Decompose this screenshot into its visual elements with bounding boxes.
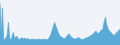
area-line <box>0 3 120 40</box>
plot-area <box>0 3 120 45</box>
area-fill <box>0 3 120 45</box>
chart <box>0 0 120 45</box>
chart-container <box>0 0 120 45</box>
